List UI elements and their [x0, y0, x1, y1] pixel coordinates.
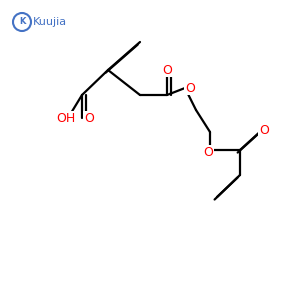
Text: Kuujia: Kuujia [33, 17, 67, 27]
Text: O: O [203, 146, 213, 158]
Text: O: O [162, 64, 172, 76]
Text: OH: OH [56, 112, 76, 124]
Text: O: O [259, 124, 269, 136]
Text: K: K [19, 17, 25, 26]
Text: O: O [185, 82, 195, 94]
Text: O: O [84, 112, 94, 124]
